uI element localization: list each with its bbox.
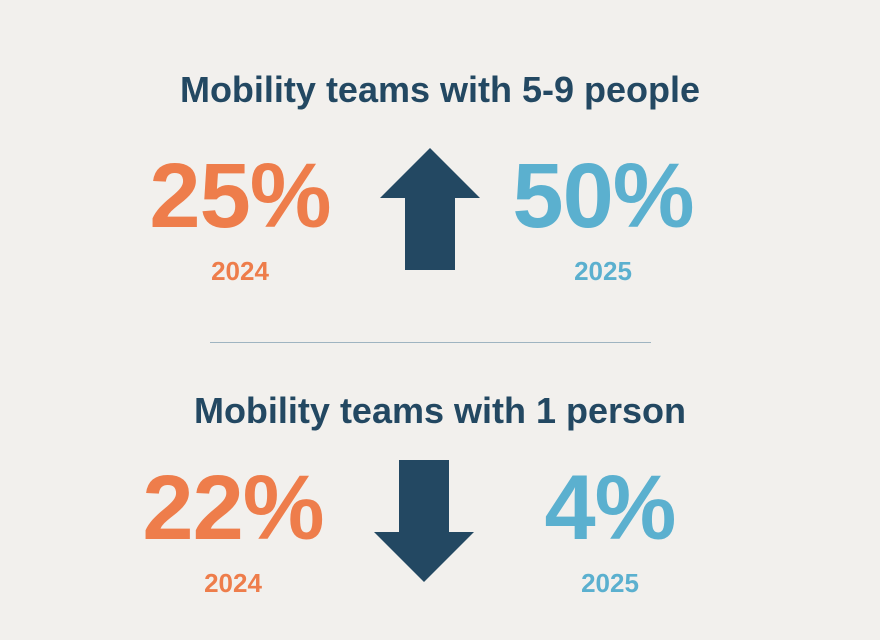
percentage-2024-teams-5-9: 25% [149, 145, 331, 247]
section-divider [210, 342, 651, 343]
percentage-2025-teams-5-9: 50% [512, 145, 694, 247]
year-label-2024-teams-5-9: 2024 [211, 256, 269, 286]
arrow-up-icon [380, 148, 480, 270]
year-label-2025-teams-1-person: 2025 [581, 568, 639, 598]
section-title-teams-1-person: Mobility teams with 1 person [193, 390, 687, 431]
year-label-2025-teams-5-9: 2025 [574, 256, 632, 286]
percentage-2025-teams-1-person: 4% [544, 457, 677, 559]
section-title-teams-5-9: Mobility teams with 5-9 people [179, 69, 701, 110]
percentage-2024-teams-1-person: 22% [142, 457, 324, 559]
arrow-down-icon [374, 460, 474, 582]
year-label-2024-teams-1-person: 2024 [204, 568, 262, 598]
